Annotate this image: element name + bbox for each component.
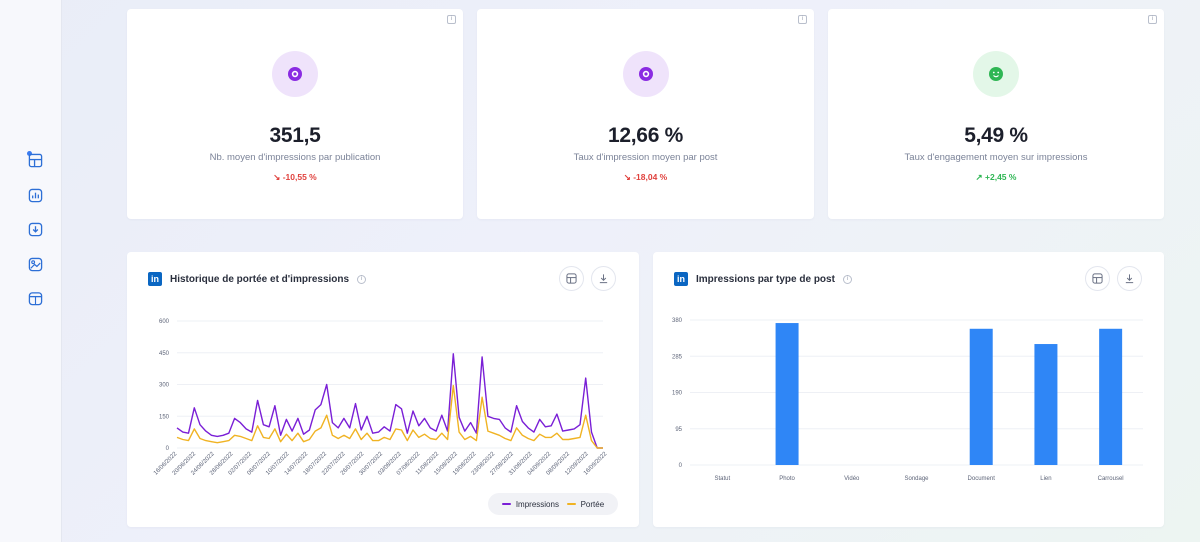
- x-tick-label: Lien: [1040, 476, 1051, 482]
- x-tick-label: Document: [968, 476, 996, 482]
- x-tick-label: Vidéo: [844, 476, 860, 482]
- bar-carrousel[interactable]: [1099, 328, 1123, 465]
- eye-icon: [272, 51, 318, 97]
- kpi-label: Taux d'engagement moyen sur impressions: [904, 152, 1088, 163]
- calendar-icon[interactable]: [27, 290, 43, 306]
- card-title: Impressions par type de post: [696, 273, 835, 285]
- legend-item-portee[interactable]: Portée: [566, 499, 605, 509]
- info-icon[interactable]: i: [357, 274, 367, 284]
- download-icon[interactable]: [27, 221, 43, 237]
- x-tick-label: Carrousel: [1098, 476, 1124, 482]
- kpi-card-engagement: i 5,49 % Taux d'engagement moyen sur imp…: [828, 9, 1164, 219]
- image-chart-icon[interactable]: [27, 256, 43, 272]
- layout-toggle-button[interactable]: [1085, 266, 1110, 291]
- linkedin-icon: in: [148, 272, 162, 286]
- impressions-by-type-card: in Impressions par type de post i 0 95 190…: [653, 252, 1164, 527]
- y-tick-label: 0: [166, 446, 170, 452]
- layout-toggle-button[interactable]: [559, 266, 584, 291]
- legend-label: Portée: [580, 499, 605, 509]
- x-tick-label: Photo: [779, 476, 795, 482]
- bar-photo[interactable]: [775, 323, 799, 465]
- info-icon[interactable]: i: [798, 15, 807, 24]
- bar-chart-icon[interactable]: [27, 187, 43, 203]
- card-title: Historique de portée et d'impressions: [170, 273, 350, 285]
- legend-swatch: [501, 503, 511, 505]
- kpi-delta: ↘ -10,55 %: [273, 172, 317, 182]
- bar-lien[interactable]: [1034, 344, 1058, 465]
- y-tick-label: 450: [159, 351, 170, 357]
- y-tick-label: 600: [159, 319, 170, 325]
- info-icon[interactable]: i: [447, 15, 456, 24]
- kpi-label: Taux d'impression moyen par post: [573, 152, 718, 163]
- smile-icon: [973, 51, 1019, 97]
- card-header: in Historique de portée et d'impressions…: [148, 272, 367, 286]
- eye-icon: [622, 51, 669, 97]
- x-tick-label: Statut: [715, 476, 731, 482]
- linkedin-icon: in: [674, 272, 688, 286]
- download-button[interactable]: [1117, 266, 1142, 291]
- y-tick-label: 150: [159, 414, 170, 420]
- kpi-value: 5,49 %: [964, 124, 1028, 147]
- info-icon[interactable]: i: [1148, 15, 1157, 24]
- series-line-impressions: [176, 353, 603, 449]
- active-indicator: [27, 151, 32, 156]
- x-tick-label: Sondage: [904, 476, 929, 482]
- info-icon[interactable]: i: [842, 274, 852, 284]
- reach-impressions-card: in Historique de portée et d'impressions…: [127, 252, 639, 527]
- kpi-delta: ↗ +2,45 %: [975, 172, 1017, 182]
- y-tick-label: 300: [159, 383, 170, 389]
- bar-chart: 0 95 190 285 380 Statut Photo Vidéo Sondage Docum…: [672, 318, 1143, 482]
- layout-icon: [566, 273, 577, 284]
- kpi-card-impressions: i 351,5 Nb. moyen d'impressions par publ…: [127, 9, 463, 219]
- legend-label: Impressions: [515, 499, 559, 509]
- legend-item-impressions[interactable]: Impressions: [501, 499, 559, 509]
- bar-document[interactable]: [969, 328, 993, 465]
- kpi-label: Nb. moyen d'impressions par publication: [209, 152, 381, 163]
- legend-swatch: [566, 503, 576, 505]
- y-tick-label: 285: [672, 354, 683, 360]
- kpi-card-impression-rate: i 12,66 % Taux d'impression moyen par po…: [477, 9, 814, 219]
- card-header: in Impressions par type de post i: [674, 272, 852, 286]
- series-line-portée: [176, 384, 603, 449]
- kpi-delta: ↘ -18,04 %: [623, 172, 668, 182]
- kpi-value: 351,5: [269, 124, 321, 147]
- line-chart: 015030045060016/06/202220/06/202224/06/2…: [153, 319, 609, 477]
- download-button[interactable]: [591, 266, 616, 291]
- y-tick-label: 95: [675, 427, 682, 433]
- layout-icon: [1092, 273, 1103, 284]
- y-tick-label: 0: [679, 463, 683, 469]
- y-tick-label: 190: [672, 391, 683, 397]
- layout-icon[interactable]: [27, 152, 43, 168]
- download-icon: [599, 274, 608, 284]
- y-tick-label: 380: [672, 318, 683, 324]
- kpi-value: 12,66 %: [608, 124, 683, 147]
- sidebar: [0, 0, 62, 542]
- download-icon: [1125, 274, 1134, 284]
- chart-legend: Impressions Portée: [488, 493, 618, 515]
